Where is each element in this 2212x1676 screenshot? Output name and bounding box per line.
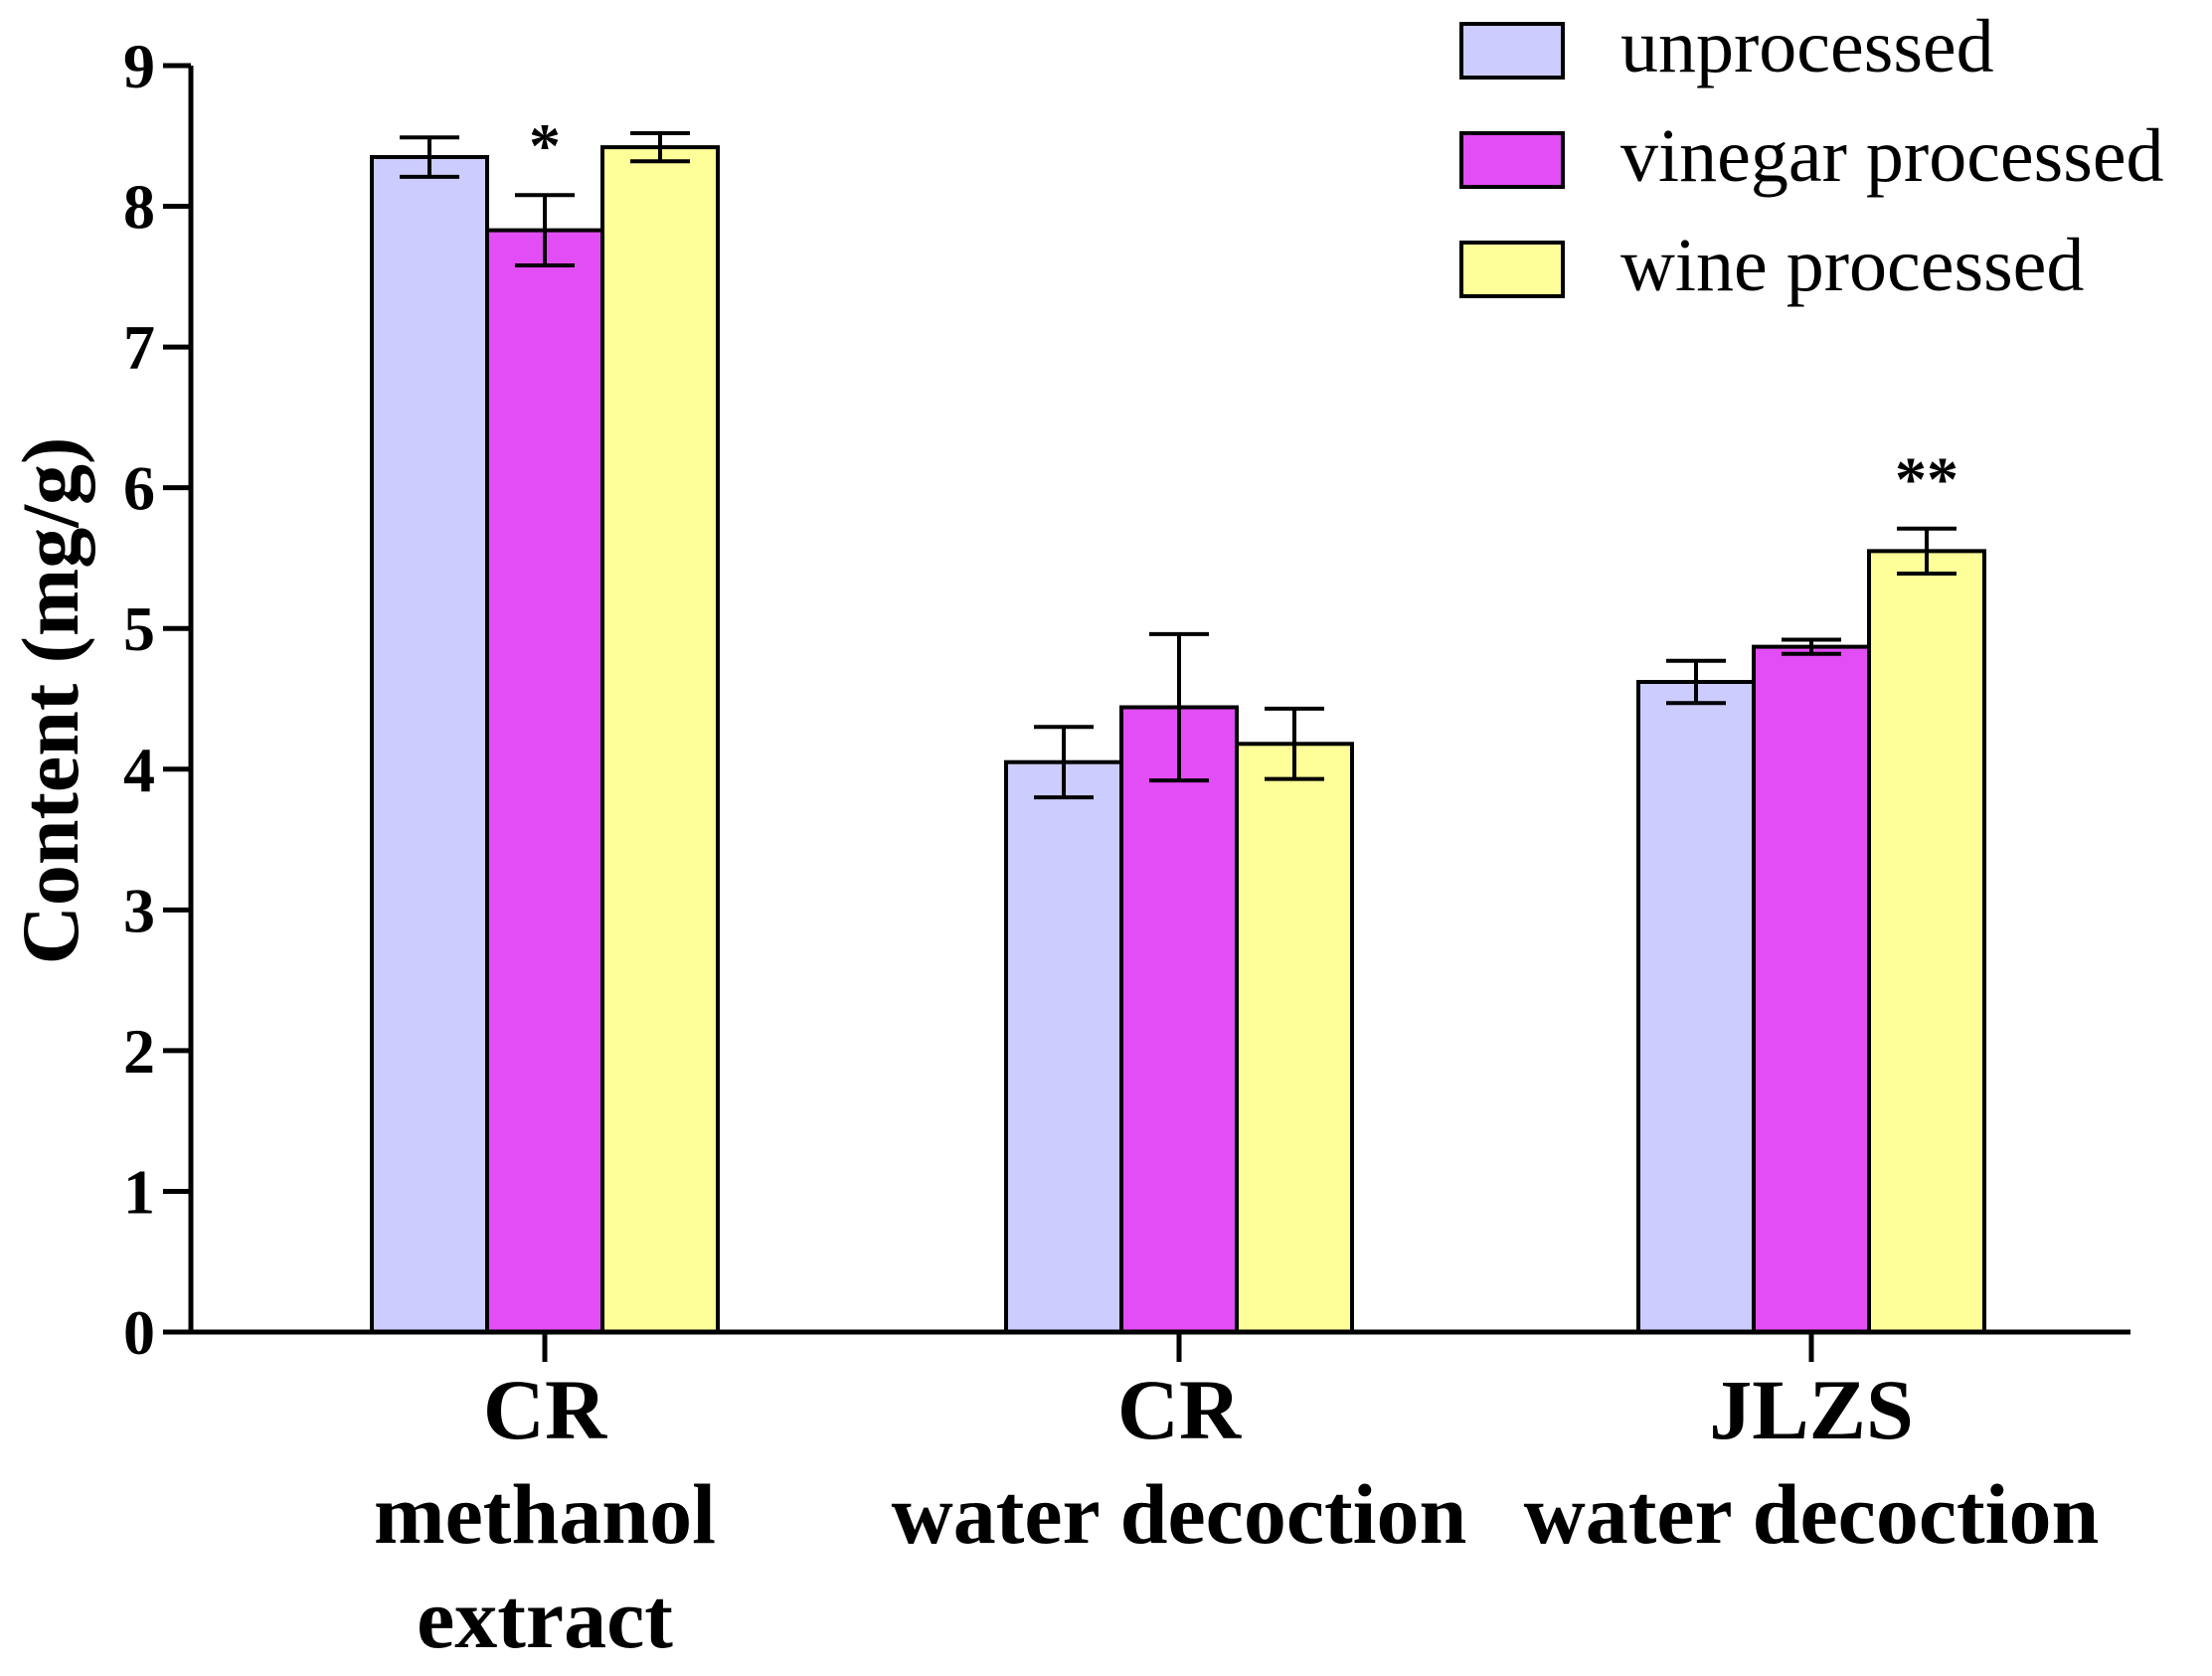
y-tick-label-1: 1: [123, 1156, 155, 1227]
legend: unprocessed vinegar processed wine process…: [1459, 5, 2164, 307]
y-tick-label-4: 4: [123, 735, 155, 805]
y-tick-label-2: 2: [123, 1016, 155, 1087]
significance-marker-2: **: [1895, 444, 1958, 515]
bar-unprocessed-cr-water: [1004, 759, 1123, 1334]
x-tick-label-cr-methanol: CR methanol extract: [374, 1362, 716, 1666]
x-tick-label-line: CR: [483, 1362, 607, 1457]
legend-label-wine-processed: wine processed: [1620, 224, 2084, 307]
x-tick-label-cr-water: CR water decoction: [892, 1362, 1467, 1562]
x-tick-label-line: water decoction: [892, 1466, 1467, 1562]
y-tick-label-3: 3: [123, 875, 155, 945]
x-tick-label-line: CR: [1117, 1362, 1242, 1457]
bar-wine-processed-cr-water: [1235, 742, 1354, 1334]
legend-label-vinegar-processed: vinegar processed: [1620, 114, 2164, 198]
y-tick-label-6: 6: [123, 453, 155, 524]
bar-unprocessed-jlzs-water: [1636, 680, 1756, 1334]
legend-swatch-unprocessed: [1459, 22, 1565, 80]
x-tick-label-line: water decoction: [1524, 1466, 2100, 1562]
y-tick-label-9: 9: [123, 31, 155, 101]
bar-vinegar-processed-cr-methanol: [485, 228, 604, 1334]
bar-vinegar-processed-cr-water: [1119, 705, 1239, 1334]
y-tick-label-5: 5: [123, 593, 155, 664]
x-tick-label-line: methanol: [374, 1466, 716, 1562]
x-tick-label-line: JLZS: [1709, 1362, 1914, 1457]
bar-unprocessed-cr-methanol: [370, 155, 489, 1334]
bar-wine-processed-jlzs-water: [1867, 549, 1986, 1334]
legend-swatch-vinegar-processed: [1459, 131, 1565, 189]
y-tick-label-8: 8: [123, 172, 155, 243]
y-axis-label: Content (mg/g): [5, 437, 95, 965]
x-tick-label-line: extract: [417, 1571, 673, 1666]
legend-swatch-wine-processed: [1459, 241, 1565, 298]
bar-vinegar-processed-jlzs-water: [1752, 644, 1871, 1334]
axes-layer: [163, 63, 2130, 1362]
bar-wine-processed-cr-methanol: [600, 145, 720, 1335]
legend-label-unprocessed: unprocessed: [1620, 5, 1994, 88]
y-tick-label-0: 0: [123, 1297, 155, 1368]
significance-marker-1: *: [529, 110, 561, 181]
bars-layer: [370, 130, 1986, 1335]
y-tick-label-7: 7: [123, 312, 155, 383]
x-tick-label-jlzs-water: JLZS water decoction: [1524, 1362, 2100, 1562]
